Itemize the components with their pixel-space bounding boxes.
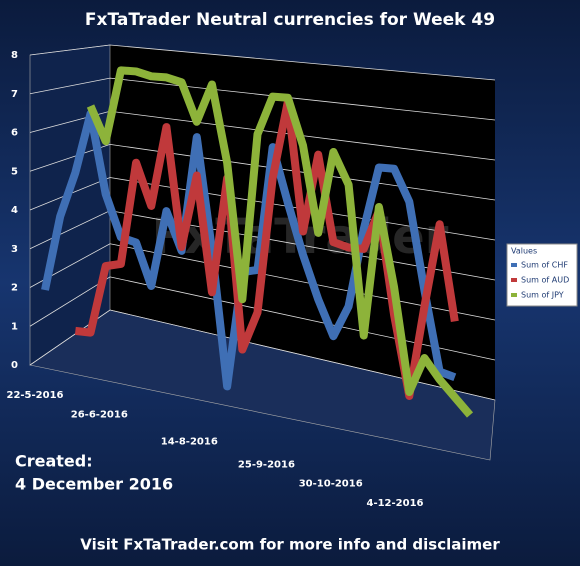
y-tick-label: 4 — [11, 205, 18, 216]
y-tick-label: 2 — [11, 283, 18, 294]
legend-swatch — [511, 278, 517, 282]
legend-label: Sum of AUD — [521, 276, 569, 285]
series-line — [86, 66, 474, 418]
annotation: 4 December 2016 — [15, 475, 173, 494]
x-tick-label: 30-10-2016 — [299, 479, 363, 490]
chart-title: FxTaTrader Neutral currencies for Week 4… — [85, 10, 495, 30]
grid-line — [29, 309, 496, 401]
x-tick-label: 22-5-2016 — [6, 390, 63, 401]
footer: Visit FxTaTrader.com for more info and d… — [80, 536, 500, 554]
y-tick-label: 8 — [11, 50, 18, 61]
y-tick-label: 1 — [11, 321, 18, 332]
x-tick-label: 4-12-2016 — [366, 498, 423, 509]
y-tick-label: 7 — [11, 89, 18, 100]
y-tick-label: 0 — [11, 360, 18, 371]
legend-swatch — [511, 263, 517, 267]
series-line — [41, 109, 457, 391]
legend-box — [506, 243, 578, 307]
y-tick-label: 6 — [11, 128, 18, 139]
x-tick-label: 26-6-2016 — [71, 409, 128, 420]
y-tick-label: 3 — [11, 244, 18, 255]
legend-title: Values — [511, 247, 537, 256]
grid-line — [29, 44, 496, 81]
x-tick-label: 25-9-2016 — [238, 459, 295, 470]
legend-label: Sum of JPY — [521, 291, 564, 300]
legend-label: Sum of CHF — [521, 261, 568, 270]
grid-line — [29, 77, 496, 121]
y-tick-label: 5 — [11, 166, 18, 177]
grid-line — [29, 143, 496, 201]
annotation: Created: — [15, 452, 93, 471]
legend-swatch — [511, 293, 517, 297]
x-tick-label: 14-8-2016 — [161, 436, 218, 447]
